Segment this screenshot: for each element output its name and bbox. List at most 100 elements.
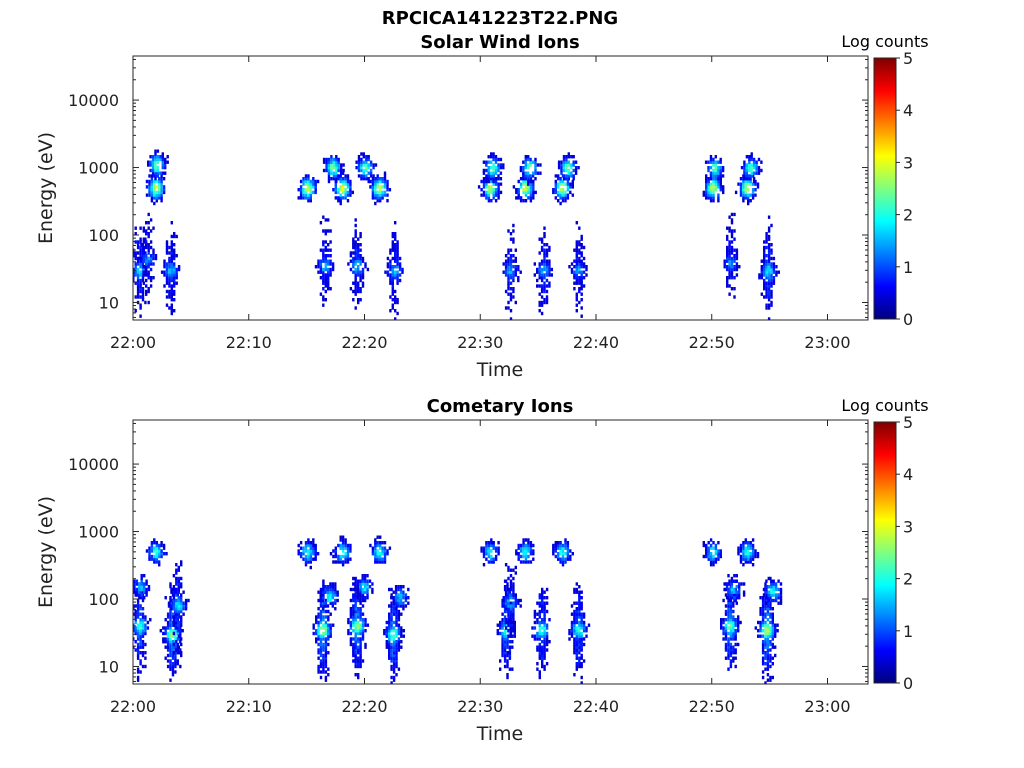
spectrogram-cell (557, 177, 560, 181)
spectrogram-cell (570, 163, 573, 167)
spectrogram-cell (307, 538, 310, 542)
spectrogram-cell (557, 182, 560, 186)
spectrogram-cell (538, 620, 541, 625)
spectrogram-cell (152, 254, 155, 258)
spectrogram-cell (147, 270, 150, 274)
spectrogram-cell (578, 226, 581, 230)
spectrogram-cell (507, 609, 510, 614)
spectrogram-cell (388, 648, 391, 652)
spectrogram-cell (135, 590, 139, 594)
spectrogram-cell (733, 237, 736, 241)
spectrogram-cell (327, 637, 330, 641)
spectrogram-cell (499, 620, 502, 625)
spectrogram-cell (352, 620, 355, 625)
spectrogram-cell (172, 651, 176, 655)
spectrogram-cell (764, 642, 767, 647)
spectrogram-cell (538, 300, 541, 305)
spectrogram-cell (765, 284, 768, 288)
spectrogram-cell (517, 179, 520, 184)
spectrogram-cell (352, 612, 355, 616)
spectrogram-cell (712, 563, 715, 567)
spectrogram-cell (531, 160, 535, 164)
spectrogram-cell (399, 604, 403, 608)
spectrogram-cell (168, 295, 171, 299)
spectrogram-cell (728, 240, 731, 244)
spectrogram-cell (728, 590, 731, 594)
spectrogram-cell (760, 292, 763, 296)
spectrogram-cell (391, 265, 394, 269)
spectrogram-cell (173, 232, 176, 236)
spectrogram-cell (509, 579, 513, 583)
spectrogram-cell (376, 196, 379, 200)
spectrogram-cell (714, 188, 718, 192)
spectrogram-cell (177, 601, 180, 605)
spectrogram-cell (502, 604, 505, 608)
spectrogram-cell (494, 160, 498, 164)
spectrogram-cell (720, 618, 723, 622)
spectrogram-cell (570, 629, 574, 633)
spectrogram-cell (723, 265, 726, 269)
spectrogram-cell (733, 579, 736, 583)
spectrogram-cell (761, 648, 765, 652)
spectrogram-cell (726, 234, 729, 239)
spectrogram-cell (141, 292, 145, 296)
spectrogram-cell (751, 182, 755, 186)
spectrogram-cell (337, 160, 340, 164)
spectrogram-cell (517, 601, 520, 605)
spectrogram-cell (503, 609, 507, 614)
spectrogram-cell (156, 149, 160, 153)
spectrogram-cell (327, 163, 331, 167)
spectrogram-cell (136, 607, 140, 611)
spectrogram-cell (400, 645, 403, 649)
spectrogram-cell (578, 240, 581, 244)
spectrogram-cell (774, 596, 778, 600)
spectrogram-cell (766, 653, 770, 658)
spectrogram-cell (354, 607, 357, 611)
spectrogram-cell (724, 634, 728, 638)
spectrogram-cell (371, 196, 375, 200)
spectrogram-cell (304, 554, 308, 559)
spectrogram-cell (524, 163, 527, 167)
spectrogram-cell (173, 273, 176, 277)
spectrogram-cell (361, 574, 364, 578)
spectrogram-cell (564, 543, 567, 548)
spectrogram-cell (163, 270, 166, 274)
spectrogram-cell (732, 651, 735, 655)
spectrogram-cell (730, 582, 734, 586)
spectrogram-cell (146, 626, 150, 630)
spectrogram-cell (487, 166, 490, 170)
spectrogram-cell (712, 541, 715, 545)
spectrogram-cell (730, 251, 734, 255)
spectrogram-cell (134, 267, 137, 272)
spectrogram-cell (396, 270, 399, 274)
spectrogram-cell (299, 179, 303, 184)
spectrogram-cell (175, 604, 178, 608)
spectrogram-cell (570, 634, 574, 638)
spectrogram-cell (309, 557, 312, 561)
spectrogram-cell (324, 678, 328, 682)
spectrogram-cell (341, 554, 345, 559)
y-tick-label: 10000 (68, 455, 119, 474)
spectrogram-cell (136, 626, 140, 630)
spectrogram-cell (151, 171, 155, 175)
spectrogram-cell (557, 185, 560, 189)
spectrogram-cell (501, 651, 504, 655)
spectrogram-cell (354, 642, 357, 647)
y-tick-label: 10 (99, 293, 119, 312)
spectrogram-cell (324, 656, 328, 660)
spectrogram-cell (354, 615, 357, 619)
spectrogram-cell (332, 560, 335, 564)
spectrogram-cell (394, 254, 397, 258)
spectrogram-cell (730, 587, 734, 592)
spectrogram-cell (383, 554, 387, 559)
spectrogram-cell (552, 190, 555, 195)
spectrogram-cell (145, 229, 148, 233)
spectrogram-cell (148, 554, 151, 559)
spectrogram-cell (341, 190, 345, 195)
spectrogram-cell (342, 163, 345, 167)
spectrogram-cell (727, 656, 730, 660)
spectrogram-cell (349, 259, 353, 263)
spectrogram-cell (394, 232, 397, 236)
spectrogram-cell (173, 281, 176, 285)
spectrogram-cell (507, 284, 510, 288)
